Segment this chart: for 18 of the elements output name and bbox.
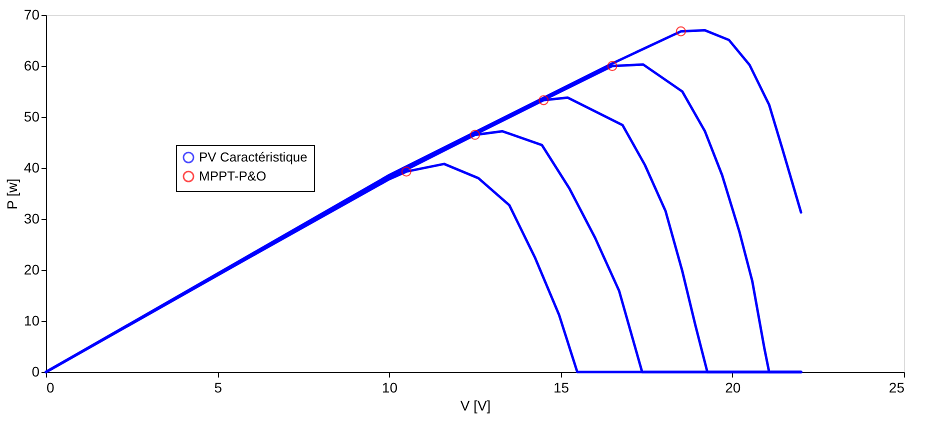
y-tick-label: 20 [24, 262, 40, 278]
x-tick-label: 25 [888, 380, 905, 396]
y-tick-label: 10 [24, 312, 40, 328]
x-tick-label: 5 [214, 380, 222, 396]
legend-label: MPPT-P&O [199, 168, 266, 184]
y-tick-label: 60 [24, 58, 40, 74]
y-tick-label: 70 [24, 6, 40, 22]
x-axis-title: V [V] [460, 398, 491, 414]
y-axis-title: P [w] [4, 178, 20, 210]
y-tick-label: 0 [32, 364, 40, 380]
legend-label: PV Caractéristique [199, 150, 308, 164]
y-tick-label: 30 [24, 210, 40, 226]
x-tick-label: 0 [46, 380, 54, 396]
y-tick-label: 50 [24, 108, 40, 124]
y-tick-label: 40 [24, 160, 40, 176]
x-tick-label: 10 [382, 380, 398, 396]
x-tick-label: 20 [725, 380, 741, 396]
x-tick-label: 15 [554, 380, 570, 396]
